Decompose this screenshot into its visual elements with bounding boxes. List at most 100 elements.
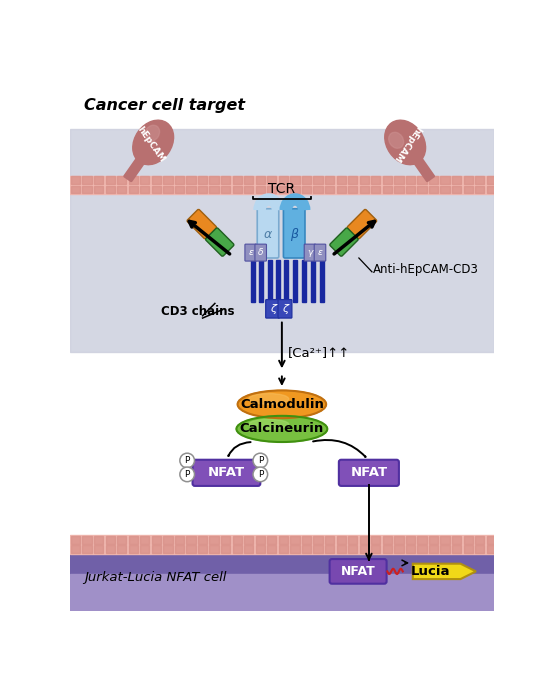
Bar <box>337 536 346 543</box>
Bar <box>175 545 184 553</box>
Bar <box>325 545 334 553</box>
Bar <box>348 177 358 184</box>
Bar <box>290 177 300 184</box>
Bar <box>71 536 80 543</box>
Circle shape <box>180 467 195 482</box>
Text: NFAT: NFAT <box>208 466 245 480</box>
Text: Anti-hEpCAM-CD3: Anti-hEpCAM-CD3 <box>373 263 478 276</box>
Bar <box>186 536 196 543</box>
Bar <box>71 185 80 193</box>
Bar <box>475 177 485 184</box>
Text: ε: ε <box>317 248 322 257</box>
Bar <box>314 545 323 553</box>
Bar <box>360 545 369 553</box>
FancyBboxPatch shape <box>257 209 279 258</box>
Text: hEpCAM: hEpCAM <box>135 124 167 164</box>
Bar <box>290 185 300 193</box>
Bar <box>140 536 150 543</box>
Bar <box>429 545 438 553</box>
Bar <box>487 185 496 193</box>
Text: β: β <box>290 227 298 240</box>
Bar <box>129 177 138 184</box>
Bar <box>337 177 346 184</box>
Bar <box>163 185 173 193</box>
Bar <box>475 545 485 553</box>
Bar <box>140 185 150 193</box>
Bar <box>464 185 473 193</box>
Bar <box>452 177 461 184</box>
Bar <box>210 545 219 553</box>
Bar <box>394 545 404 553</box>
Text: ζ: ζ <box>282 304 288 314</box>
Bar <box>429 185 438 193</box>
Bar <box>383 177 392 184</box>
FancyBboxPatch shape <box>283 209 305 258</box>
Bar <box>256 536 265 543</box>
Bar <box>302 177 311 184</box>
Bar <box>406 185 415 193</box>
FancyBboxPatch shape <box>255 244 267 261</box>
FancyBboxPatch shape <box>330 228 358 256</box>
Ellipse shape <box>385 120 426 165</box>
FancyBboxPatch shape <box>245 244 256 261</box>
Bar <box>394 536 404 543</box>
Text: NFAT: NFAT <box>341 565 376 578</box>
Bar <box>314 185 323 193</box>
Bar <box>337 545 346 553</box>
Bar <box>279 185 288 193</box>
Bar <box>163 536 173 543</box>
FancyBboxPatch shape <box>314 244 326 261</box>
Bar <box>348 536 358 543</box>
Bar <box>70 574 494 611</box>
Text: CD3 chains: CD3 chains <box>161 305 234 318</box>
Text: Cancer cell target: Cancer cell target <box>84 98 245 113</box>
Bar <box>429 536 438 543</box>
Bar <box>441 545 450 553</box>
Text: TCR: TCR <box>268 181 295 196</box>
Bar <box>371 536 381 543</box>
Bar <box>487 536 496 543</box>
FancyBboxPatch shape <box>339 460 399 486</box>
Bar <box>360 177 369 184</box>
Bar <box>175 177 184 184</box>
Bar <box>441 536 450 543</box>
Bar <box>325 536 334 543</box>
Ellipse shape <box>249 419 289 429</box>
Bar <box>441 185 450 193</box>
Bar <box>117 177 126 184</box>
Bar <box>82 177 92 184</box>
FancyArrowPatch shape <box>228 442 251 456</box>
Bar <box>70 544 494 611</box>
Bar <box>279 536 288 543</box>
Bar <box>82 185 92 193</box>
FancyBboxPatch shape <box>266 300 279 318</box>
Bar <box>406 177 415 184</box>
Bar <box>94 185 103 193</box>
Bar <box>106 536 115 543</box>
Circle shape <box>253 467 268 482</box>
Bar <box>259 260 263 302</box>
Text: Jurkat-Lucia NFAT cell: Jurkat-Lucia NFAT cell <box>84 571 227 584</box>
Bar <box>256 177 265 184</box>
Bar <box>360 536 369 543</box>
Bar <box>464 545 473 553</box>
Bar <box>186 177 196 184</box>
FancyBboxPatch shape <box>347 210 377 239</box>
Bar <box>94 545 103 553</box>
Bar <box>106 177 115 184</box>
Text: NFAT: NFAT <box>350 466 387 480</box>
Bar <box>186 185 196 193</box>
Bar <box>256 185 265 193</box>
Bar <box>129 536 138 543</box>
Text: P: P <box>184 456 190 465</box>
Bar <box>82 536 92 543</box>
Bar <box>198 185 207 193</box>
Bar <box>198 545 207 553</box>
Bar <box>452 545 461 553</box>
Bar <box>70 128 494 352</box>
Text: Calmodulin: Calmodulin <box>240 398 324 411</box>
Bar <box>464 177 473 184</box>
Bar <box>152 545 161 553</box>
Text: ε: ε <box>248 248 253 257</box>
Bar <box>163 545 173 553</box>
